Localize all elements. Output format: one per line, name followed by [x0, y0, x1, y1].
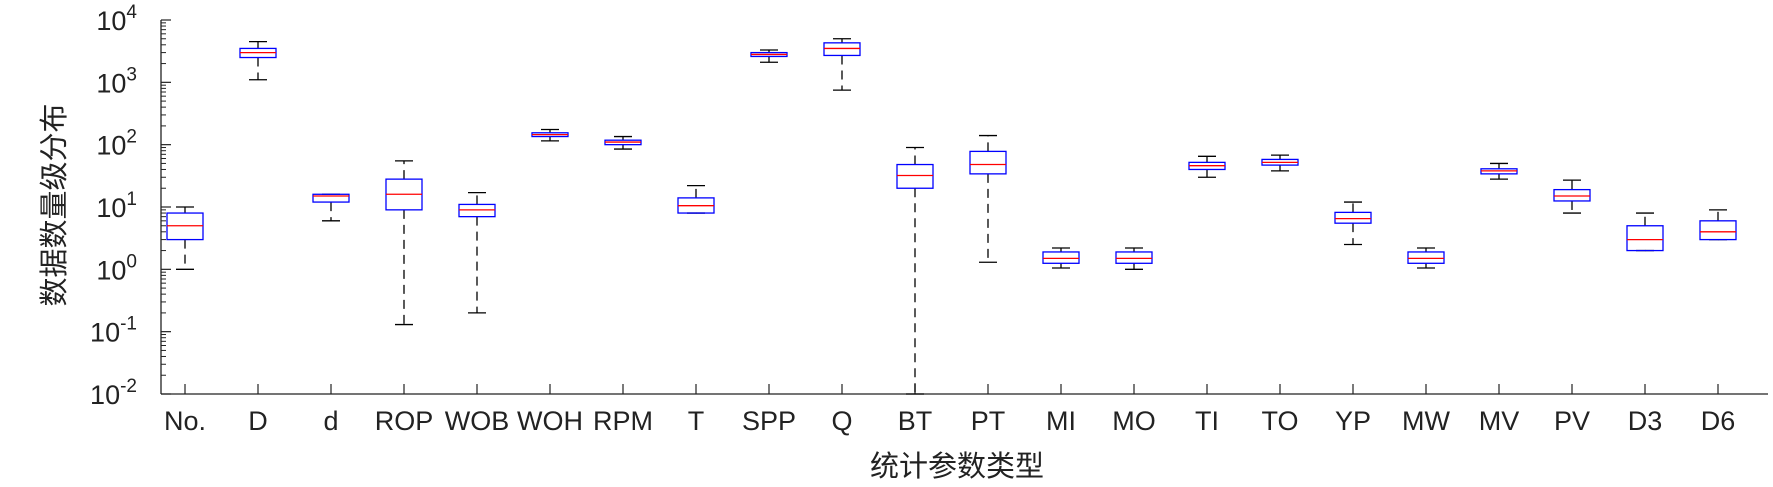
iqr-box — [1407, 251, 1445, 264]
box-D3 — [1626, 212, 1664, 252]
iqr-box — [1334, 211, 1372, 224]
iqr-box — [1626, 225, 1664, 252]
box-RPM — [604, 135, 642, 150]
iqr-box — [312, 193, 350, 203]
iqr-box — [896, 163, 934, 189]
y-tick-label: 103 — [96, 64, 137, 98]
box-d — [312, 193, 350, 222]
y-tick-label: 102 — [96, 127, 137, 161]
box-D6 — [1699, 209, 1737, 241]
y-tick-label: 10-2 — [90, 376, 137, 410]
y-tick-label: 104 — [96, 2, 137, 36]
box-SPP — [750, 49, 788, 63]
x-tick-label: TO — [1261, 406, 1298, 436]
box-PT — [969, 134, 1007, 263]
x-tick-label: D6 — [1701, 406, 1736, 436]
x-tick-label: WOH — [517, 406, 583, 436]
iqr-box — [1553, 188, 1591, 202]
x-tick-label: T — [688, 406, 705, 436]
box-WOB — [458, 191, 496, 314]
x-tick-label: MV — [1479, 406, 1520, 436]
y-tick-label: 101 — [96, 189, 137, 223]
x-tick-label: RPM — [593, 406, 653, 436]
x-tick-label: Q — [831, 406, 852, 436]
box-BT — [896, 146, 934, 395]
x-tick-label: ROP — [375, 406, 434, 436]
iqr-box — [1115, 251, 1153, 264]
iqr-box — [458, 203, 496, 218]
box-D — [239, 40, 277, 81]
x-tick-label: PV — [1554, 406, 1590, 436]
iqr-box — [969, 150, 1007, 175]
y-tick-label: 10-1 — [90, 314, 137, 348]
x-tick-label: MW — [1402, 406, 1450, 436]
x-tick-label: SPP — [742, 406, 796, 436]
x-tick-label: YP — [1335, 406, 1371, 436]
box-No. — [166, 206, 204, 270]
box-T — [677, 185, 715, 214]
x-tick-label: WOB — [445, 406, 510, 436]
x-tick-label: MO — [1112, 406, 1156, 436]
x-tick-label: No. — [164, 406, 206, 436]
axes — [160, 20, 1768, 395]
boxes — [166, 38, 1737, 395]
box-WOH — [531, 128, 569, 142]
box-MI — [1042, 247, 1080, 269]
x-tick-label: TI — [1195, 406, 1219, 436]
y-ticks: 10-2 10-1 100 101 102 103 104 — [90, 2, 171, 410]
box-TI — [1188, 155, 1226, 178]
iqr-box — [1042, 251, 1080, 264]
y-tick-label: 100 — [96, 251, 137, 285]
box-MO — [1115, 247, 1153, 270]
iqr-box — [1699, 220, 1737, 241]
iqr-box — [823, 42, 861, 57]
box-YP — [1334, 201, 1372, 246]
x-tick-label: BT — [898, 406, 933, 436]
x-axis-label: 统计参数类型 — [870, 449, 1044, 483]
box-ROP — [385, 160, 423, 326]
x-tick-label: MI — [1046, 406, 1076, 436]
box-MW — [1407, 247, 1445, 269]
box-TO — [1261, 154, 1299, 172]
x-tick-label: d — [323, 406, 338, 436]
x-tick-label: PT — [971, 406, 1006, 436]
y-axis-label: 数据数量级分布 — [37, 103, 71, 306]
x-tick-label: D3 — [1628, 406, 1663, 436]
box-PV — [1553, 179, 1591, 214]
x-tick-label: D — [248, 406, 268, 436]
box-Q — [823, 38, 861, 91]
box-MV — [1480, 162, 1518, 180]
